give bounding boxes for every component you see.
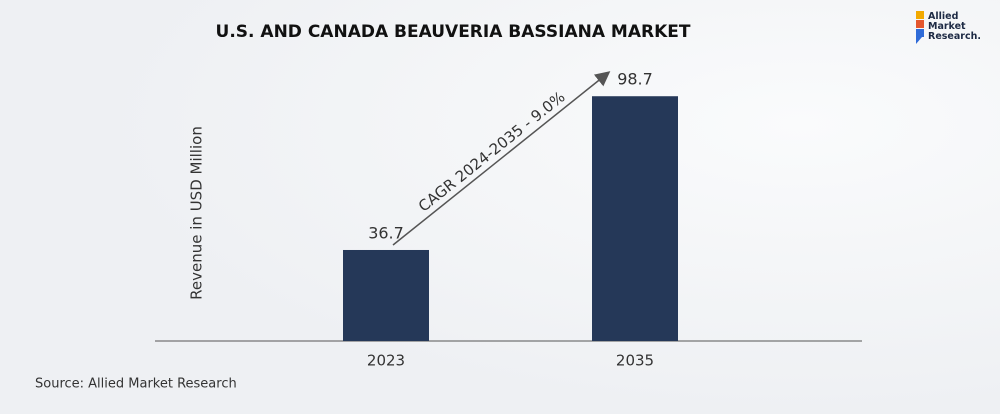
- logo-text: Allied: [928, 11, 958, 22]
- logo: Allied Market Research.: [916, 11, 981, 44]
- logo-square: [916, 20, 924, 28]
- logo-text: Market: [928, 21, 966, 32]
- chart-title: U.S. AND CANADA BEAUVERIA BASSIANA MARKE…: [216, 22, 691, 42]
- bar: [343, 249, 429, 341]
- logo-square: [916, 29, 924, 37]
- x-tick-label: 2035: [616, 352, 654, 370]
- value-label: 36.7: [368, 223, 404, 242]
- y-axis-label: Revenue in USD Million: [188, 126, 206, 300]
- cagr-arrow: [392, 71, 611, 246]
- x-tick-label: 2023: [367, 352, 405, 370]
- logo-tail: [916, 37, 922, 44]
- value-label: 98.7: [617, 70, 653, 89]
- logo-text: Research.: [928, 31, 981, 42]
- logo-square: [916, 11, 924, 19]
- source: Source: Allied Market Research: [35, 377, 237, 392]
- bar: [592, 96, 678, 341]
